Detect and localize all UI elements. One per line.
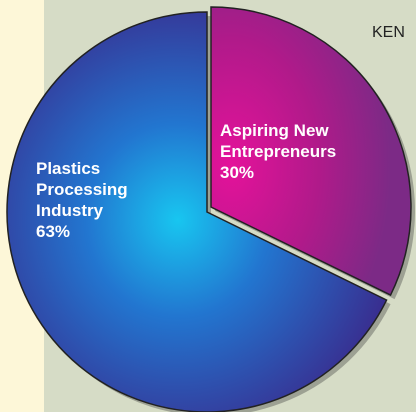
pie-slice-label-1: Aspiring New Entrepreneurs 30% — [220, 121, 336, 182]
pie-slice-2 — [6, 11, 388, 412]
pie-slice-1 — [210, 6, 412, 297]
pie-slice-label-2: Plastics Processing Industry 63% — [36, 159, 128, 241]
chart-title: KEN — [372, 24, 405, 41]
